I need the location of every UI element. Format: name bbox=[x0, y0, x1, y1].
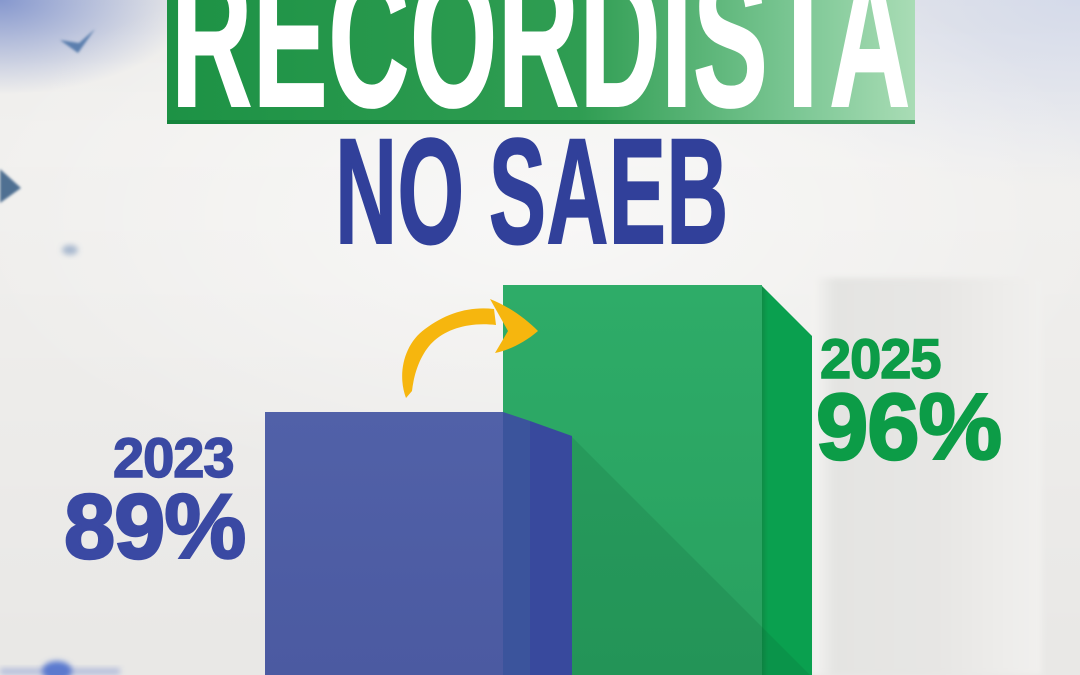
splatter-fleck-icon bbox=[0, 169, 21, 203]
bar-2025-cast-shadow bbox=[812, 278, 1042, 675]
bar-2023-front-face bbox=[265, 412, 503, 675]
paint-splatter bbox=[0, 29, 120, 675]
subtitle: NO SAEB bbox=[335, 107, 729, 275]
bar-2025-year-label: 2025 bbox=[819, 326, 942, 391]
bar-2023-side-face-dark bbox=[530, 421, 572, 675]
splatter-fleck-icon bbox=[60, 29, 95, 53]
splatter-fleck-icon bbox=[62, 245, 78, 255]
bar-2025-side-face bbox=[762, 286, 812, 675]
bar-2023 bbox=[265, 412, 572, 675]
title-badge-background bbox=[167, 0, 915, 124]
splatter-smear bbox=[0, 668, 120, 675]
bar-2025-inner-shadow bbox=[572, 437, 810, 675]
bar-2023-side-face-light bbox=[503, 412, 530, 675]
title-badge: RECORDISTA bbox=[171, 0, 911, 148]
bar-2025-value-label: 96% bbox=[815, 373, 1004, 481]
bar-2023-year-label: 2023 bbox=[112, 425, 235, 490]
bar-2023-value-label: 89% bbox=[63, 475, 248, 580]
